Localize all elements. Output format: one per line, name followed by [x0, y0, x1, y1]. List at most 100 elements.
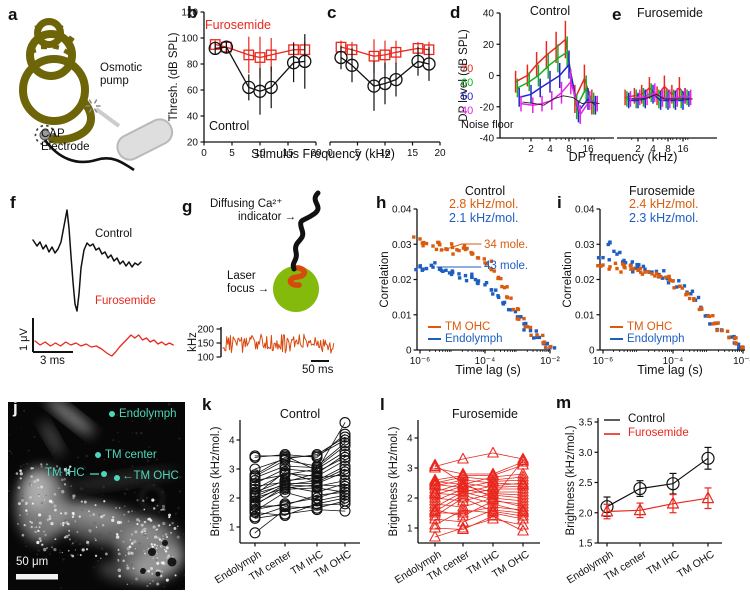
panel-letter-e: e	[612, 5, 622, 24]
x-tick-label: 2	[635, 144, 641, 155]
panel-letter-j: j	[13, 398, 18, 417]
y-tick-label: -20	[480, 102, 495, 113]
j-speckle	[170, 531, 173, 534]
laser-label-line2: focus →	[227, 283, 270, 295]
j-noise-dot	[17, 480, 20, 483]
j-noise-dot	[82, 488, 84, 491]
j-noise-dot	[160, 544, 163, 547]
circle-marker	[264, 80, 278, 95]
j-speckle	[81, 548, 85, 552]
j-scalebar	[16, 574, 58, 580]
j-speckle	[147, 569, 150, 573]
triangle-marker	[429, 494, 441, 506]
fcs-point	[524, 321, 528, 326]
j-noise-dot	[10, 452, 13, 455]
subject-line	[434, 482, 524, 493]
j-speckle	[141, 523, 144, 526]
fcs-point	[489, 288, 494, 292]
circle-marker	[279, 499, 291, 511]
j-measurement-dot	[95, 452, 101, 458]
j-tissue-blob	[41, 420, 63, 456]
j-speckle	[151, 498, 155, 502]
j-noise-dot	[8, 449, 11, 453]
fcs-point	[455, 248, 459, 252]
fcs-point	[424, 266, 429, 271]
j-speckle	[157, 536, 160, 539]
g-time-scalebar-label: 50 ms	[302, 364, 334, 376]
j-speckle	[160, 561, 163, 564]
panel-letter-g: g	[182, 197, 193, 216]
cochlea-base-turn	[48, 97, 95, 144]
cochlea-dash	[67, 35, 75, 43]
j-speckle	[152, 580, 154, 582]
square-marker	[243, 49, 255, 61]
fcs-point	[445, 247, 449, 252]
y-tick-label: 100	[181, 34, 198, 45]
j-noise-dot	[100, 547, 104, 550]
data-line	[606, 457, 709, 508]
subject-line	[254, 503, 346, 534]
x-tick-label: 8	[566, 144, 572, 155]
y-tick-label: 40	[483, 9, 495, 20]
subject-line	[254, 459, 346, 490]
j-speckle	[171, 521, 174, 525]
j-speckle	[142, 530, 144, 533]
fcs-point	[635, 262, 639, 267]
j-speckle	[30, 484, 33, 486]
cochlea-dash	[41, 44, 47, 50]
j-noise-dot	[158, 510, 161, 513]
j-noise-dot	[62, 558, 65, 561]
fcs-point	[509, 296, 513, 300]
j-noise-dot	[144, 534, 147, 537]
j-noise-dot	[74, 540, 77, 543]
j-speckle	[72, 494, 76, 498]
laser-focus-spot	[273, 266, 319, 312]
fcs-point	[734, 336, 738, 340]
j-speckle	[127, 551, 131, 555]
fcs-point	[636, 265, 640, 270]
j-noise-dot	[101, 494, 104, 496]
injection-site-burst	[88, 99, 93, 104]
fcs-point	[737, 346, 741, 350]
circle-marker	[298, 54, 312, 69]
fcs-point	[496, 295, 501, 300]
subject-line	[434, 509, 524, 526]
j-speckle	[123, 513, 126, 516]
j-speckle	[172, 556, 174, 558]
correlation-y-axis-label: Correlation	[562, 251, 574, 307]
j-noise-dot	[61, 491, 63, 493]
j-speckle	[168, 513, 171, 517]
j-noise-dot	[21, 496, 24, 500]
fcs-point	[412, 235, 416, 239]
j-dark-vesicle	[140, 568, 146, 574]
j-noise-dot	[33, 435, 36, 438]
fcs-point	[636, 268, 641, 272]
y-tick-label: 1.5	[579, 539, 593, 550]
level-50-label: 50	[461, 91, 474, 103]
fcs-point	[596, 256, 601, 260]
j-noise-dot	[156, 417, 159, 420]
j-speckle	[46, 518, 50, 522]
triangle-marker	[457, 488, 469, 500]
fcs-point	[457, 276, 462, 280]
fcs-point	[529, 333, 533, 338]
fcs-point	[509, 308, 513, 312]
j-noise-dot	[170, 554, 172, 556]
j-tissue-blob	[24, 472, 52, 512]
j-noise-dot	[22, 493, 24, 496]
fcs-point	[424, 241, 429, 246]
j-speckle	[37, 513, 42, 517]
x-tick-label: 5	[355, 148, 361, 159]
subject-line	[254, 422, 346, 471]
j-noise-dot	[59, 549, 62, 552]
fcs-point	[461, 246, 466, 250]
j-speckle	[36, 540, 40, 545]
cap-furosemide-label: Furosemide	[95, 295, 156, 307]
circle-marker	[339, 466, 351, 478]
panel-letter-l: l	[380, 395, 385, 414]
fcs-point	[505, 295, 510, 300]
subject-line	[254, 483, 346, 506]
j-label-endolymph: Endolymph	[119, 408, 177, 420]
h-x-axis-label: Time lag (s)	[455, 363, 521, 377]
x-tick-label: 16	[677, 144, 689, 155]
